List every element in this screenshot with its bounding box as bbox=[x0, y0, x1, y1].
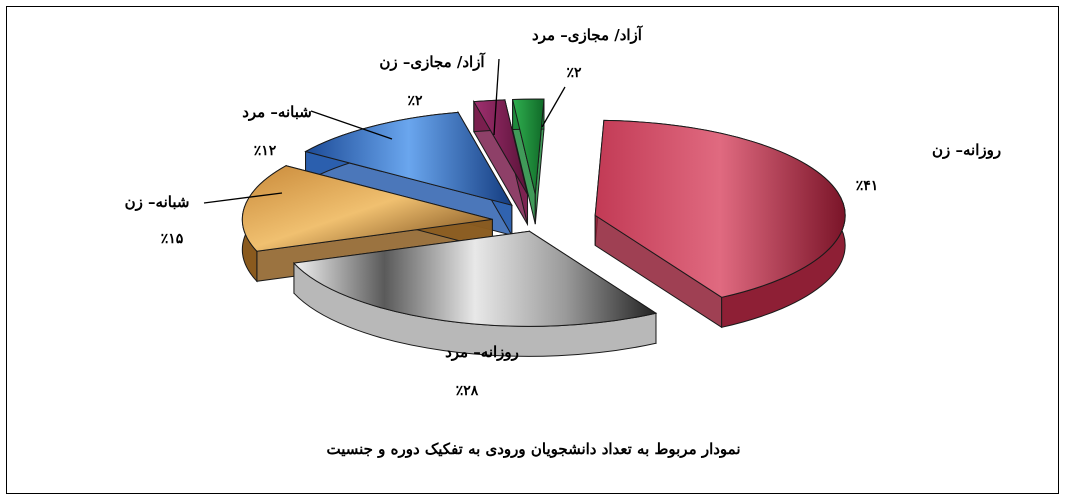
slice-label-2: شبانه– زن bbox=[125, 193, 190, 211]
leader-line-3 bbox=[310, 110, 393, 140]
chart-frame: روزانه– زن ٪۴۱ روزانه– مرد ٪۲۸ شبانه– زن ٪۱۵ ش… bbox=[6, 6, 1059, 494]
slice-value-label-4: ٪۲ bbox=[407, 93, 423, 109]
slice-value-label-5: ٪۲ bbox=[566, 65, 582, 81]
slice-label-1: روزانه– مرد bbox=[445, 343, 519, 361]
pie-slice-5 bbox=[511, 98, 545, 225]
slice-label-0: روزانه– زن bbox=[932, 141, 1001, 159]
leader-line-2 bbox=[203, 192, 283, 204]
slice-value-label-0: ٪۴۱ bbox=[856, 178, 879, 194]
leader-line-4 bbox=[493, 58, 500, 136]
leader-line-5 bbox=[541, 86, 566, 128]
slice-label-4: آزاد/ مجازی– زن bbox=[379, 52, 486, 71]
slice-value-label-1: ٪۲۸ bbox=[456, 383, 479, 399]
slice-label-5: آزاد/ مجازی– مرد bbox=[532, 25, 644, 44]
slice-value-label-2: ٪۱۵ bbox=[161, 231, 184, 247]
pie-slice-3 bbox=[304, 110, 513, 238]
pie-slice-1 bbox=[292, 230, 658, 357]
pie-slice-0 bbox=[594, 119, 846, 329]
slice-label-3: شبانه– مرد bbox=[242, 103, 312, 121]
chart-caption: نمودار مربوط به تعداد دانشجویان ورودی به… bbox=[326, 440, 741, 458]
pie-slice-4 bbox=[473, 99, 529, 227]
pie-chart: روزانه– زن ٪۴۱ روزانه– مرد ٪۲۸ شبانه– زن ٪۱۵ ش… bbox=[125, 25, 1002, 399]
slice-value-label-3: ٪۱۲ bbox=[254, 143, 277, 159]
